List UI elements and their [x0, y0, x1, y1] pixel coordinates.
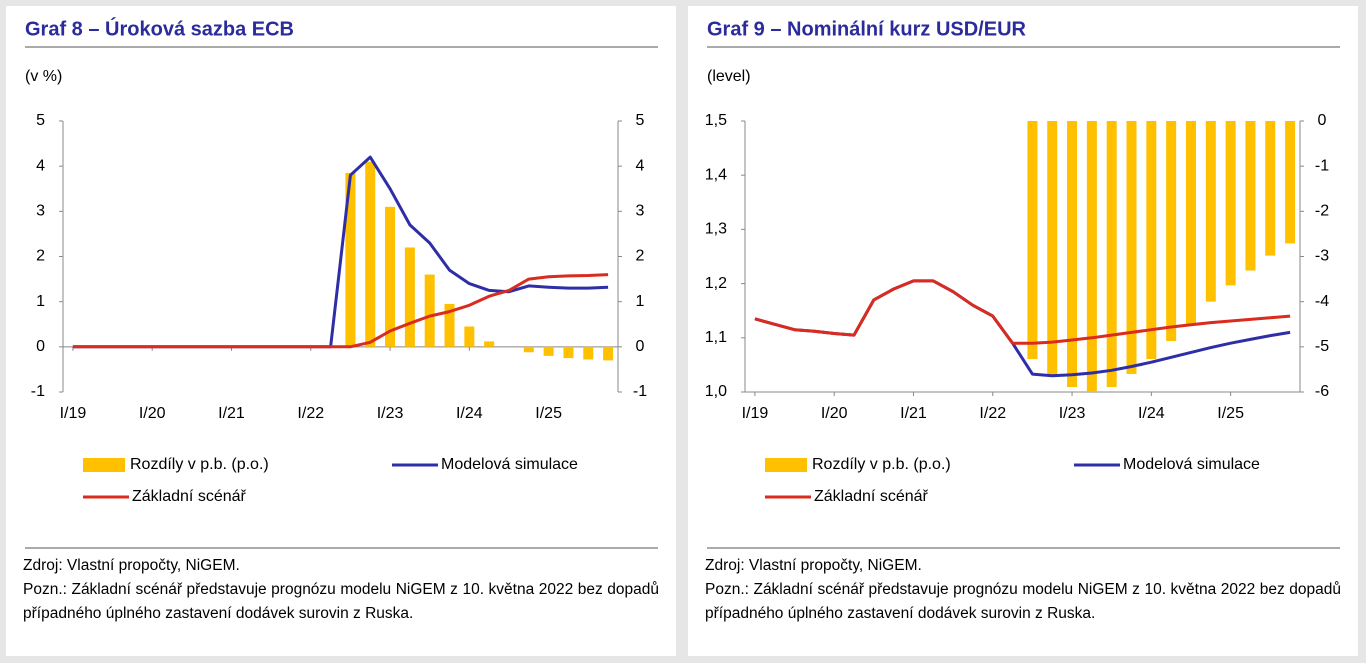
bar [345, 172, 356, 347]
bar [1166, 121, 1177, 341]
bar [464, 326, 475, 347]
y-tick-label: 0 [36, 338, 45, 355]
y2-tick-label: -4 [1315, 293, 1329, 310]
bar [563, 346, 574, 359]
bar [1225, 121, 1236, 286]
bar [583, 346, 594, 360]
x-tick-label: I/22 [979, 405, 1006, 422]
y2-tick-label: 0 [1318, 112, 1327, 129]
note: Pozn.: Základní scénář představuje progn… [705, 581, 1341, 622]
legend-label: Rozdíly v p.b. (p.o.) [812, 456, 951, 473]
bar [444, 303, 455, 347]
y-tick-label: 3 [36, 203, 45, 220]
y-tick-label: 1,2 [705, 275, 727, 292]
y2-tick-label: -6 [1315, 383, 1329, 400]
bar [1027, 121, 1038, 360]
bar [603, 346, 614, 361]
source: Zdroj: Vlastní propočty, NiGEM. [705, 557, 922, 574]
y-tick-label: 2 [36, 248, 45, 265]
x-tick-label: I/25 [1217, 405, 1244, 422]
y-tick-label: 1 [36, 293, 45, 310]
x-tick-label: I/25 [535, 405, 562, 422]
bar [523, 346, 534, 353]
y2-tick-label: 1 [636, 293, 645, 310]
bar [1067, 121, 1078, 388]
bar [1126, 121, 1137, 374]
y2-tick-label: -1 [1315, 157, 1329, 174]
x-tick-label: I/21 [900, 405, 927, 422]
x-tick-label: I/19 [60, 405, 87, 422]
legend-swatch [765, 458, 807, 472]
x-tick-label: I/24 [456, 405, 483, 422]
note: Pozn.: Základní scénář představuje progn… [23, 581, 659, 622]
unit-label: (v %) [25, 68, 62, 85]
y-tick-label: 5 [36, 112, 45, 129]
panel: Graf 8 – Úroková sazba ECB (v %) -1 0 1 2 3 4 5 -… [6, 6, 676, 656]
bar [404, 247, 415, 347]
chart: Graf 9 – Nominální kurz USD/EUR (level) 1,… [705, 18, 1340, 549]
bar [1106, 121, 1117, 388]
x-tick-label: I/20 [821, 405, 848, 422]
y2-tick-label: -2 [1315, 203, 1329, 220]
y2-tick-label: 2 [636, 248, 645, 265]
bar [1285, 121, 1296, 244]
unit-label: (level) [707, 68, 751, 85]
y2-tick-label: 4 [636, 157, 645, 174]
bar [543, 346, 554, 356]
y-tick-label: 4 [36, 157, 45, 174]
bar [1047, 121, 1058, 376]
legend-label: Rozdíly v p.b. (p.o.) [130, 456, 269, 473]
bar [1185, 121, 1196, 324]
panel: Graf 9 – Nominální kurz USD/EUR (level) 1,… [688, 6, 1358, 656]
y-tick-label: -1 [31, 383, 45, 400]
legend-swatch [83, 458, 125, 472]
legend-label: Modelová simulace [441, 456, 578, 473]
y2-tick-label: -5 [1315, 338, 1329, 355]
legend-label: Základní scénář [132, 488, 247, 505]
y-tick-label: 1,0 [705, 383, 727, 400]
bar [424, 274, 435, 347]
bar [484, 341, 495, 347]
legend-label: Modelová simulace [1123, 456, 1260, 473]
y-tick-label: 1,4 [705, 166, 727, 183]
bar [385, 206, 396, 347]
line [754, 279, 1291, 345]
bar [1265, 121, 1276, 256]
chart: Graf 8 – Úroková sazba ECB (v %) -1 0 1 2 3 4 5 -… [25, 16, 658, 549]
y2-tick-label: 3 [636, 203, 645, 220]
bar [1205, 121, 1216, 302]
x-tick-label: I/24 [1138, 405, 1165, 422]
y2-tick-label: 0 [636, 338, 645, 355]
bar [365, 161, 376, 347]
x-tick-label: I/22 [297, 405, 324, 422]
bar [1146, 121, 1157, 360]
bar [1245, 121, 1256, 271]
line [72, 273, 609, 349]
legend-label: Základní scénář [814, 488, 929, 505]
bar [1086, 121, 1097, 392]
x-tick-label: I/23 [377, 405, 404, 422]
y-tick-label: 1,1 [705, 329, 727, 346]
chart-title: Graf 9 – Nominální kurz USD/EUR [707, 18, 1027, 40]
x-tick-label: I/20 [139, 405, 166, 422]
x-tick-label: I/21 [218, 405, 245, 422]
y-tick-label: 1,5 [705, 112, 727, 129]
y2-tick-label: -1 [633, 383, 647, 400]
y-tick-label: 1,3 [705, 221, 727, 238]
y2-tick-label: 5 [636, 112, 645, 129]
x-tick-label: I/19 [742, 405, 769, 422]
x-tick-label: I/23 [1059, 405, 1086, 422]
line [72, 155, 609, 349]
source: Zdroj: Vlastní propočty, NiGEM. [23, 557, 240, 574]
y2-tick-label: -3 [1315, 248, 1329, 265]
chart-title: Graf 8 – Úroková sazba ECB [25, 16, 294, 40]
